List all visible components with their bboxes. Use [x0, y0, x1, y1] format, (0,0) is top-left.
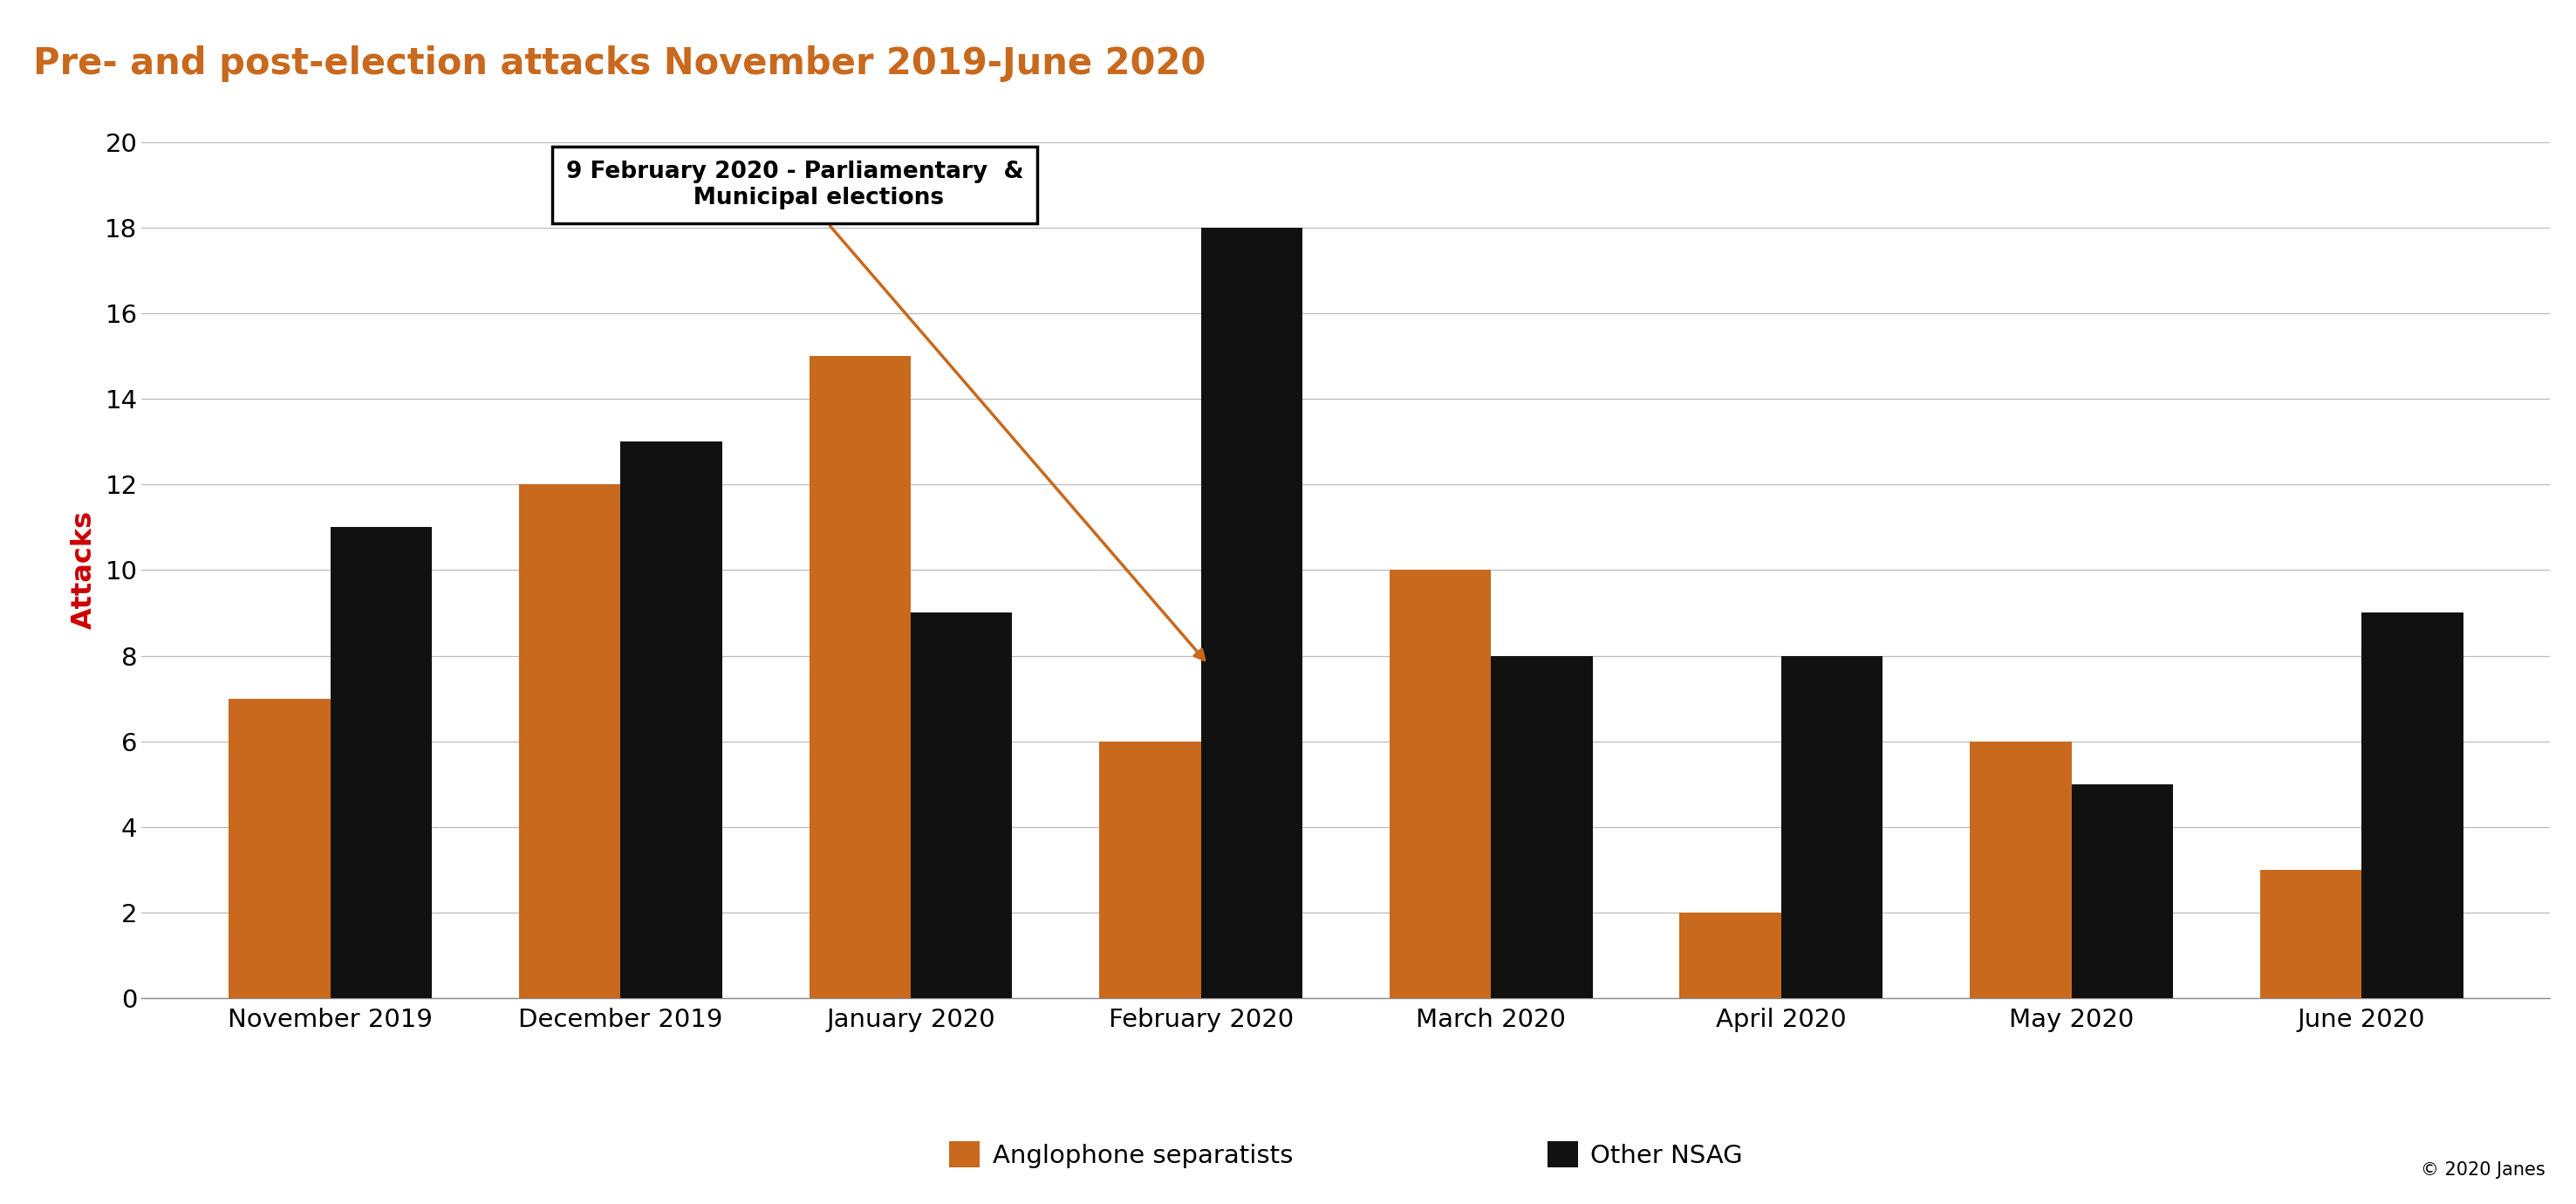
Bar [229, 698, 330, 998]
Bar [809, 356, 912, 998]
Text: © 2020 Janes: © 2020 Janes [2421, 1162, 2545, 1179]
Bar [2071, 784, 2174, 998]
Legend: Anglophone separatists, Other NSAG: Anglophone separatists, Other NSAG [938, 1131, 1754, 1178]
Bar [2362, 613, 2463, 998]
Text: Pre- and post-election attacks November 2019-June 2020: Pre- and post-election attacks November … [33, 46, 1206, 82]
Bar [518, 484, 621, 998]
Bar [1388, 571, 1492, 998]
Bar [1100, 742, 1200, 998]
Bar [2259, 869, 2362, 998]
Y-axis label: Attacks: Attacks [70, 510, 98, 630]
Bar [330, 527, 433, 998]
Bar [1200, 228, 1303, 998]
Bar [1971, 742, 2071, 998]
Bar [1680, 913, 1780, 998]
Text: 9 February 2020 - Parliamentary  &
      Municipal elections: 9 February 2020 - Parliamentary & Munici… [567, 160, 1206, 660]
Bar [621, 442, 721, 998]
Bar [1780, 656, 1883, 998]
Bar [912, 613, 1012, 998]
Bar [1492, 656, 1592, 998]
